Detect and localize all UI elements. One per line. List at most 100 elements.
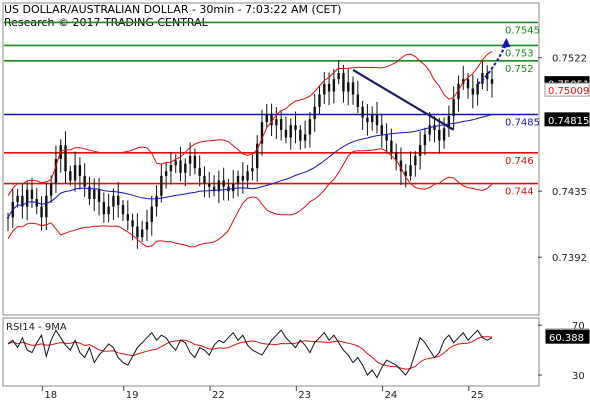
candle-body [155, 195, 158, 207]
rsi-plot [7, 329, 493, 379]
candle-body [217, 180, 221, 192]
candle-body [414, 155, 417, 166]
price-tick-label: 0.7522 [552, 54, 587, 65]
candle-body [112, 195, 115, 207]
bollinger-lower-line [7, 148, 493, 248]
level-label: 0.746 [505, 156, 534, 167]
candle-body [260, 122, 264, 144]
candle-body [131, 220, 134, 227]
candle-body [356, 94, 360, 107]
price-panel-frame [2, 2, 540, 316]
candle-body [457, 83, 460, 100]
candle-body [438, 129, 441, 141]
candle-body [275, 119, 278, 126]
candle-body [78, 165, 82, 176]
candle-body [270, 114, 273, 126]
candle-body [433, 125, 436, 130]
candle-body [308, 119, 312, 135]
candle-body [117, 195, 120, 206]
date-tick-label: 25 [471, 390, 484, 400]
candle-body [222, 180, 225, 187]
candle-body [447, 116, 451, 129]
price-badge [544, 82, 590, 97]
candle-body [145, 221, 149, 230]
candle-body [428, 125, 431, 135]
candle-body [466, 79, 470, 89]
candle-body [45, 195, 48, 218]
candle-body [409, 165, 412, 176]
candle-body [385, 134, 388, 141]
candle-body [265, 114, 268, 123]
candle-body [404, 171, 407, 176]
rsi-title: RSI14 - 9MA [6, 322, 67, 333]
candle-body [54, 159, 58, 184]
level-label: 0.744 [505, 187, 534, 198]
rsi-badge [545, 329, 590, 344]
candle-body [198, 168, 201, 176]
candle-body [347, 82, 350, 92]
candle-body [184, 163, 187, 173]
candle-body [303, 134, 307, 141]
candle-body [236, 175, 240, 184]
candle-body [150, 206, 153, 222]
candle-body [232, 183, 235, 192]
candle-body [88, 186, 91, 199]
candle-body [299, 129, 302, 141]
candle-body [423, 134, 427, 146]
candle-body [351, 82, 355, 95]
price-tick-label: 0.7392 [552, 253, 587, 264]
rsi-badge-label: 60.388 [549, 333, 584, 344]
rsi-tick-label: 70 [572, 321, 585, 332]
projection-arrow-line [477, 43, 508, 85]
date-tick-label: 24 [385, 390, 398, 400]
candle-body [40, 206, 43, 218]
rsi-ma-line [7, 336, 493, 370]
candle-body [332, 79, 336, 92]
candle-body [394, 152, 398, 161]
candle-body [97, 189, 101, 202]
candle-body [69, 171, 72, 181]
candle-body [179, 160, 182, 173]
price-badge-label: 0.75009 [548, 86, 589, 97]
candle-body [370, 114, 374, 123]
candle-body [21, 195, 24, 207]
rsi-panel-frame [2, 317, 540, 387]
candle-body [193, 155, 197, 169]
candle-body [323, 83, 326, 95]
candle-body [164, 171, 168, 176]
candle-body [251, 168, 254, 172]
chart-title: US DOLLAR/AUSTRALIAN DOLLAR - 30min - 7:… [4, 3, 341, 16]
candle-body [399, 160, 403, 172]
axes: 0.75220.74350.73920.750510.750090.748157… [41, 54, 590, 400]
candle-body [188, 155, 192, 164]
candle-body [476, 83, 479, 95]
trendline [352, 69, 455, 131]
price-badge [544, 112, 590, 127]
candle-body [327, 83, 331, 92]
candle-body [490, 79, 494, 84]
candle-body [337, 73, 340, 80]
candle-body [313, 106, 316, 120]
candle-body [366, 117, 369, 123]
price-plot: 0.7545 0.753 0.752 0.7485 0.746 0.744 [4, 21, 540, 249]
candle-body [255, 143, 259, 169]
candle-body [160, 175, 163, 196]
candle-body [342, 73, 345, 92]
candle-body [294, 125, 297, 130]
date-tick-label: 19 [126, 390, 139, 400]
level-label: 0.7545 [505, 25, 540, 36]
candle-body [471, 88, 475, 95]
candle-body [16, 195, 19, 202]
candle-body [284, 129, 288, 138]
candle-body [279, 119, 283, 130]
candle-body [390, 140, 393, 153]
candle-body [73, 165, 77, 181]
candle-body [107, 206, 110, 215]
rsi-tick-label: 30 [572, 371, 585, 382]
price-badge-label: 0.74815 [548, 116, 589, 127]
level-label: 0.753 [505, 48, 534, 59]
candle-body [380, 125, 383, 135]
candle-body [361, 106, 364, 118]
moving-average-line [7, 114, 493, 218]
